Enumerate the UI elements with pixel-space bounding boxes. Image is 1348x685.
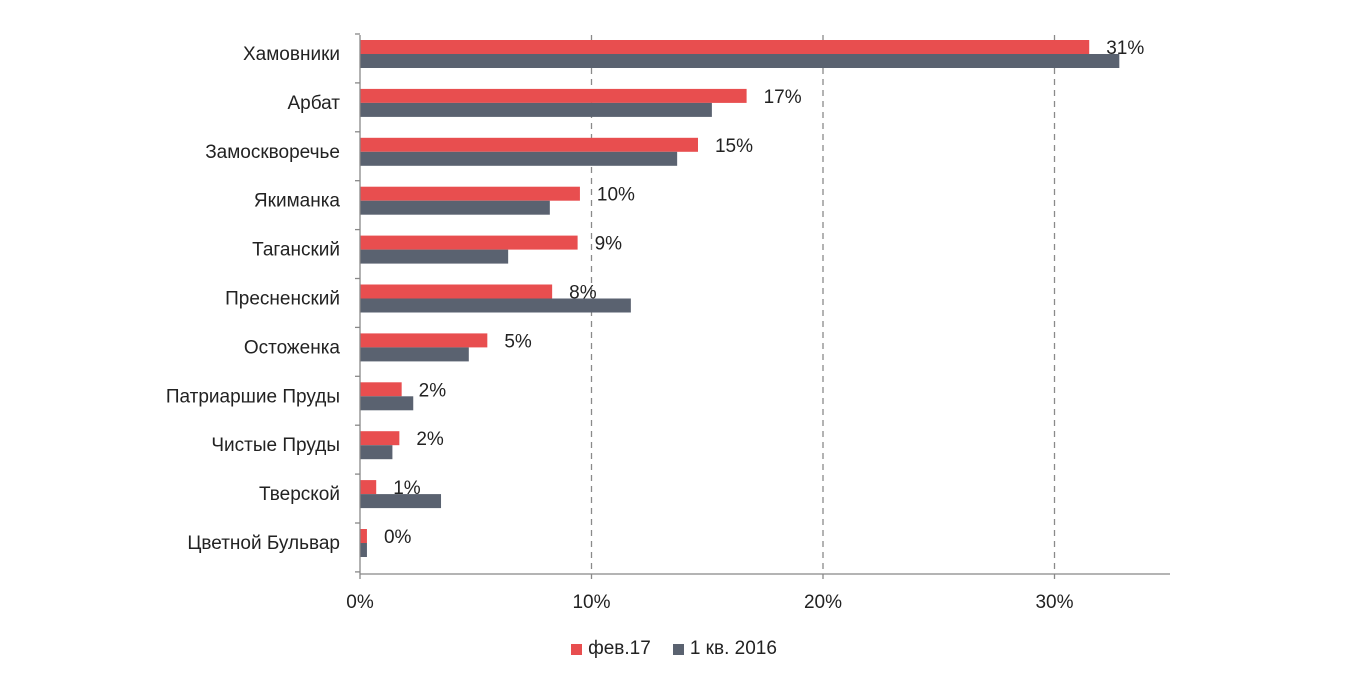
bar-s1-10: [360, 543, 367, 557]
legend-label-q1-2016: 1 кв. 2016: [689, 638, 777, 659]
category-label-9: Тверской: [259, 484, 340, 505]
data-label-5: 8%: [569, 283, 597, 304]
x-tick-label-2: 20%: [804, 592, 842, 613]
data-label-4: 9%: [595, 234, 623, 255]
legend: фев.17 1 кв. 2016: [0, 638, 1348, 660]
bar-s0-3: [360, 186, 580, 201]
category-label-2: Замоскворечье: [205, 142, 340, 163]
bar-s0-9: [360, 480, 377, 495]
category-label-1: Арбат: [287, 93, 340, 114]
bar-s1-9: [360, 494, 442, 509]
bar-s0-8: [360, 431, 400, 446]
bar-s1-2: [360, 151, 678, 166]
legend-swatch-feb17: [571, 643, 583, 655]
bar-s1-0: [360, 54, 1120, 68]
bar-s0-5: [360, 284, 553, 299]
legend-swatch-q1-2016: [672, 643, 684, 655]
bar-s1-1: [360, 102, 712, 117]
bar-s0-0: [360, 40, 1090, 54]
legend-label-feb17: фев.17: [588, 638, 651, 659]
bar-s1-4: [360, 249, 509, 264]
data-label-7: 2%: [419, 380, 447, 401]
category-label-10: Цветной Бульвар: [187, 533, 340, 554]
data-label-0: 31%: [1106, 38, 1144, 59]
category-label-7: Патриаршие Пруды: [166, 386, 340, 407]
x-tick-label-3: 30%: [1035, 592, 1073, 613]
category-label-4: Таганский: [252, 240, 340, 261]
bar-s0-6: [360, 333, 488, 348]
category-label-6: Остоженка: [244, 337, 341, 358]
data-label-8: 2%: [416, 429, 444, 450]
data-label-1: 17%: [764, 87, 802, 108]
category-label-3: Якиманка: [254, 191, 340, 212]
x-tick-label-0: 0%: [346, 592, 374, 613]
data-labels: 31% 17% 15% 10% 9% 8% 5% 2% 2% 1% 0%: [384, 38, 1144, 548]
bar-s0-1: [360, 88, 747, 103]
x-tick-label-1: 10%: [572, 592, 610, 613]
bar-s1-3: [360, 200, 550, 215]
bar-s1-6: [360, 347, 469, 362]
bar-s1-7: [360, 396, 414, 411]
category-label-5: Пресненский: [225, 289, 340, 310]
legend-item-q1-2016: 1 кв. 2016: [672, 638, 777, 660]
bar-s0-4: [360, 235, 578, 250]
category-label-8: Чистые Пруды: [211, 435, 340, 456]
bars: [360, 40, 1120, 557]
legend-item-feb17: фев.17: [571, 638, 651, 660]
category-labels: Хамовники Арбат Замоскворечье Якиманка Таган…: [166, 44, 341, 554]
category-label-0: Хамовники: [243, 44, 340, 65]
data-label-2: 15%: [715, 136, 753, 157]
axes: 0% 10% 20% 30%: [346, 33, 1170, 613]
data-label-9: 1%: [393, 478, 421, 499]
bar-s0-7: [360, 382, 402, 397]
data-label-10: 0%: [384, 527, 412, 548]
bar-s0-2: [360, 137, 698, 152]
bar-s0-10: [360, 529, 367, 543]
bar-s1-8: [360, 445, 393, 460]
bar-s1-5: [360, 298, 631, 313]
data-label-6: 5%: [504, 331, 532, 352]
data-label-3: 10%: [597, 185, 635, 206]
